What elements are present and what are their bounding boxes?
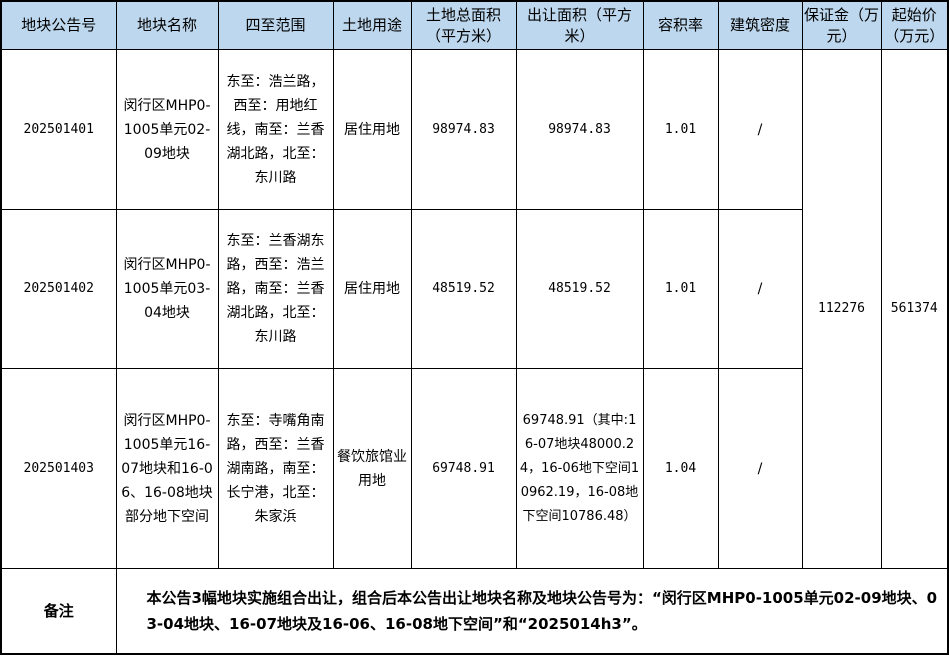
remark-label: 备注 bbox=[0, 568, 117, 655]
remark-row: 备注 本公告3幅地块实施组合出让，组合后本公告出让地块名称及地块公告号为：“闵行… bbox=[0, 568, 949, 655]
total-area: 98974.83 bbox=[410, 49, 517, 210]
deposit: 112276 bbox=[801, 49, 882, 569]
start-price: 561374 bbox=[880, 49, 949, 569]
building-density: / bbox=[717, 209, 803, 369]
header-density: 建筑密度 bbox=[717, 0, 803, 50]
table-row: 202501402 闵行区MHP0-1005单元03-04地块 东至：兰香湖东路… bbox=[0, 209, 948, 369]
building-density: / bbox=[717, 368, 803, 569]
floor-area-ratio: 1.01 bbox=[642, 209, 719, 369]
header-total-area: 土地总面积（平方米） bbox=[410, 0, 517, 50]
remark-text: 本公告3幅地块实施组合出让，组合后本公告出让地块名称及地块公告号为：“闵行区MH… bbox=[115, 568, 949, 655]
land-use: 居住用地 bbox=[332, 209, 412, 369]
sale-area: 48519.52 bbox=[515, 209, 644, 369]
floor-area-ratio: 1.04 bbox=[642, 368, 719, 569]
header-plot-name: 地块名称 bbox=[115, 0, 219, 50]
header-land-use: 土地用途 bbox=[332, 0, 412, 50]
plot-name: 闵行区MHP0-1005单元16-07地块和16-06、16-08地块部分地下空… bbox=[115, 368, 219, 569]
floor-area-ratio: 1.01 bbox=[642, 49, 719, 210]
total-area: 48519.52 bbox=[410, 209, 517, 369]
header-start-price: 起始价（万元） bbox=[880, 0, 949, 50]
total-area: 69748.91 bbox=[410, 368, 517, 569]
land-use: 餐饮旅馆业用地 bbox=[332, 368, 412, 569]
plot-id: 202501402 bbox=[0, 209, 117, 369]
plot-id: 202501403 bbox=[0, 368, 117, 569]
header-far: 容积率 bbox=[642, 0, 719, 50]
sale-area: 98974.83 bbox=[515, 49, 644, 210]
plot-name: 闵行区MHP0-1005单元02-09地块 bbox=[115, 49, 219, 210]
land-use: 居住用地 bbox=[332, 49, 412, 210]
plot-bounds: 东至：兰香湖东路，西至：浩兰路，南至：兰香湖北路，北至：东川路 bbox=[217, 209, 334, 369]
header-row: 地块公告号 地块名称 四至范围 土地用途 土地总面积（平方米） 出让面积（平方米… bbox=[0, 0, 949, 50]
building-density: / bbox=[717, 49, 803, 210]
sale-area: 69748.91（其中:16-07地块48000.24，16-06地下空间109… bbox=[515, 368, 644, 569]
table-row: 202501403 闵行区MHP0-1005单元16-07地块和16-06、16… bbox=[0, 368, 948, 569]
header-deposit: 保证金（万元） bbox=[801, 0, 882, 50]
table-row: 202501401 闵行区MHP0-1005单元02-09地块 东至：浩兰路，西… bbox=[0, 49, 949, 569]
header-plot-id: 地块公告号 bbox=[0, 0, 117, 50]
plot-bounds: 东至：寺嘴角南路，西至：兰香湖南路，南至：长宁港，北至：朱家浜 bbox=[217, 368, 334, 569]
header-bounds: 四至范围 bbox=[217, 0, 334, 50]
header-sale-area: 出让面积（平方米） bbox=[515, 0, 644, 50]
plot-bounds: 东至：浩兰路，西至：用地红线，南至：兰香湖北路，北至：东川路 bbox=[217, 49, 334, 210]
plot-id: 202501401 bbox=[0, 49, 117, 210]
plot-name: 闵行区MHP0-1005单元03-04地块 bbox=[115, 209, 219, 369]
